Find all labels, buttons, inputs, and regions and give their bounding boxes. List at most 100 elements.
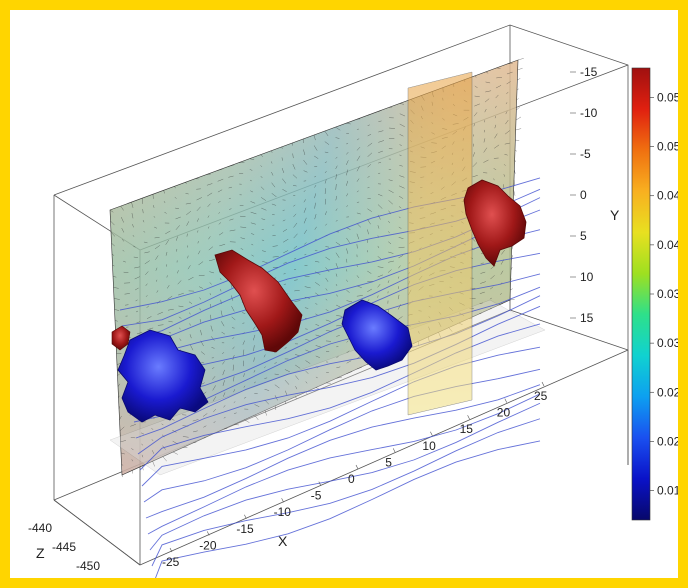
streamline bbox=[151, 418, 541, 567]
vector-arrow bbox=[222, 369, 225, 376]
vertical-slice bbox=[407, 71, 473, 416]
vector-arrow bbox=[398, 265, 401, 269]
vector-arrow bbox=[163, 201, 166, 204]
vector-arrow bbox=[238, 161, 245, 163]
vector-arrow bbox=[399, 134, 404, 137]
vector-arrow bbox=[233, 389, 236, 393]
vector-arrow bbox=[346, 160, 349, 166]
vector-arrow bbox=[324, 170, 327, 174]
vector-arrow bbox=[282, 178, 287, 184]
vector-arrow bbox=[378, 161, 382, 164]
vector-arrow bbox=[274, 405, 277, 411]
vector-arrow bbox=[142, 219, 145, 223]
vector-arrow bbox=[356, 233, 360, 240]
vector-arrow bbox=[193, 430, 198, 433]
vector-arrow bbox=[398, 195, 404, 199]
vector-arrow bbox=[120, 452, 125, 455]
vector-arrow bbox=[212, 396, 217, 402]
vector-arrow bbox=[398, 206, 402, 209]
vector-arrow bbox=[271, 203, 277, 206]
vector-arrow bbox=[120, 216, 124, 223]
vector-arrow bbox=[178, 305, 184, 308]
vector-arrow bbox=[495, 94, 499, 99]
vector-arrow bbox=[377, 256, 382, 260]
vector-arrow bbox=[189, 323, 191, 326]
vector-arrow bbox=[399, 154, 402, 156]
vector-arrow bbox=[499, 293, 502, 295]
vector-arrow bbox=[223, 405, 226, 408]
vector-arrow bbox=[367, 133, 372, 137]
vector-arrow bbox=[314, 175, 317, 178]
vector-arrow bbox=[378, 130, 384, 133]
vector-arrow bbox=[200, 351, 205, 355]
vector-arrow bbox=[151, 428, 154, 430]
vector-arrow bbox=[490, 265, 496, 270]
vector-arrow bbox=[186, 221, 190, 226]
vector-arrow bbox=[336, 315, 343, 317]
colorbar-tick-label: 0.045 bbox=[657, 189, 678, 203]
vector-arrow bbox=[356, 223, 361, 228]
z-axis: -440-445-450 Z bbox=[28, 521, 100, 573]
y-tick-label: 10 bbox=[580, 270, 594, 284]
vector-arrow bbox=[494, 133, 498, 139]
vector-arrow bbox=[506, 71, 513, 75]
x-tick bbox=[281, 498, 284, 503]
vector-arrow bbox=[314, 226, 317, 230]
vector-arrow bbox=[207, 203, 211, 208]
vector-arrow bbox=[217, 178, 224, 182]
y-tick-label: 5 bbox=[580, 229, 587, 243]
vector-arrow bbox=[335, 263, 338, 269]
vector-arrow bbox=[201, 382, 205, 385]
vector-arrow bbox=[495, 105, 497, 109]
vector-arrow bbox=[335, 283, 338, 287]
vector-arrow bbox=[112, 264, 115, 267]
vector-arrow bbox=[119, 426, 125, 432]
vector-arrow bbox=[207, 215, 210, 218]
colorbar-tick-label: 0.04 bbox=[657, 238, 678, 252]
vector-arrow bbox=[377, 274, 384, 278]
x-tick-label: -5 bbox=[311, 489, 322, 503]
vector-arrow bbox=[123, 260, 126, 263]
vector-arrow bbox=[232, 337, 235, 339]
vector-arrow bbox=[185, 192, 189, 195]
vector-arrow bbox=[222, 352, 225, 354]
vector-arrow bbox=[253, 381, 256, 384]
x-axis-label: X bbox=[278, 533, 288, 549]
z-axis-label: Z bbox=[36, 545, 45, 561]
vector-arrow bbox=[399, 103, 404, 105]
vector-arrow bbox=[387, 280, 390, 284]
y-axis: -15 -10 -5 0 5 10 15 Y bbox=[570, 65, 620, 325]
vector-arrow bbox=[494, 116, 496, 119]
vector-arrow bbox=[293, 222, 298, 228]
vector-arrow bbox=[282, 219, 286, 222]
vector-arrow bbox=[294, 289, 300, 292]
vector-arrow bbox=[293, 204, 296, 207]
vector-arrow bbox=[504, 153, 508, 156]
vector-arrow bbox=[208, 236, 211, 240]
vector-arrow bbox=[210, 336, 215, 341]
vector-arrow bbox=[208, 246, 214, 251]
vector-arrow bbox=[472, 162, 478, 167]
vector-arrow bbox=[136, 332, 143, 335]
vector-arrow bbox=[213, 421, 216, 423]
vector-arrow bbox=[118, 395, 120, 398]
vector-arrow bbox=[282, 229, 288, 232]
vector-arrow bbox=[325, 319, 331, 322]
vector-arrow bbox=[121, 227, 125, 233]
vector-arrow bbox=[356, 155, 361, 161]
vector-arrow bbox=[485, 81, 491, 84]
vector-arrow bbox=[388, 220, 390, 224]
vector-arrow bbox=[377, 283, 381, 288]
vector-arrow bbox=[233, 376, 235, 382]
vector-arrow bbox=[113, 287, 119, 289]
vector-arrow bbox=[397, 316, 403, 320]
vector-arrow bbox=[484, 98, 490, 103]
vector-arrow bbox=[240, 237, 245, 240]
vector-arrow bbox=[157, 311, 163, 315]
vector-arrow bbox=[305, 339, 310, 341]
vector-arrow bbox=[121, 474, 123, 478]
vector-arrow bbox=[514, 149, 518, 152]
isosurfaces bbox=[111, 179, 527, 423]
vector-arrow bbox=[346, 193, 349, 197]
vector-arrow bbox=[283, 239, 289, 243]
